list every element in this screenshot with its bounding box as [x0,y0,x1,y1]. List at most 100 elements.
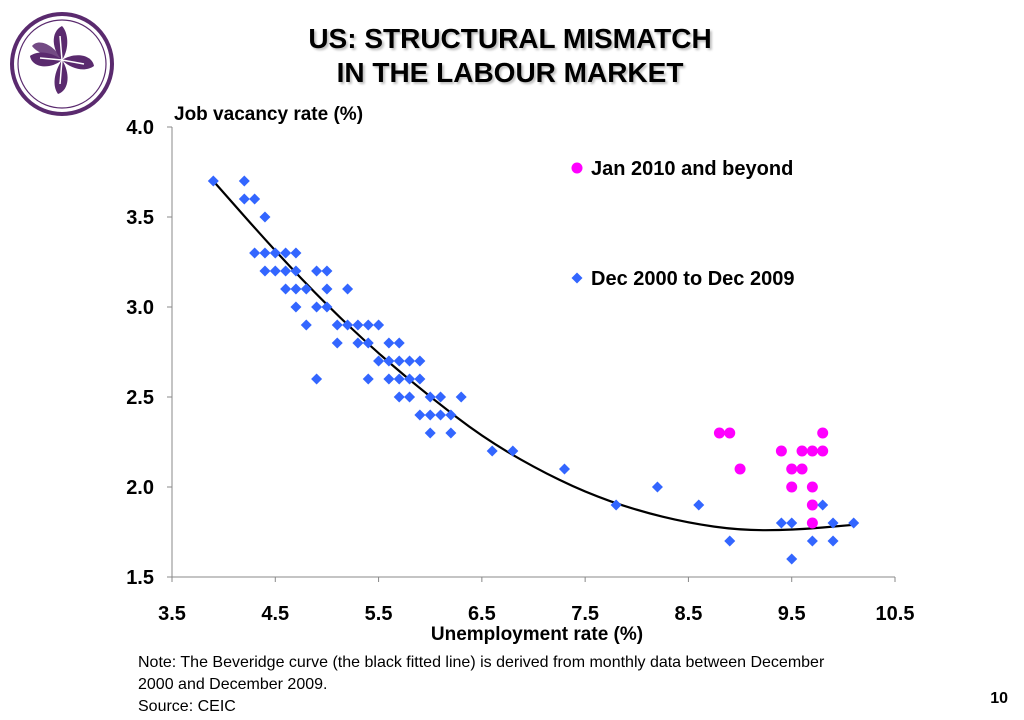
data-point-jan-2010-beyond [817,427,829,439]
data-point-2000-2009 [486,445,498,457]
data-point-2000-2009 [775,517,787,529]
source-line: Source: CEIC [138,698,236,715]
legend-marker-jan-2010-beyond [571,162,583,174]
data-point-2000-2009 [321,301,333,313]
data-point-2000-2009 [445,409,457,421]
data-point-2000-2009 [817,499,829,511]
data-point-2000-2009 [269,265,281,277]
data-point-2000-2009 [290,283,302,295]
page-number: 10 [990,690,1008,707]
data-point-2000-2009 [383,373,395,385]
legend-marker-2000-2009 [571,272,583,284]
x-tick-label: 9.5 [778,603,806,625]
data-point-2000-2009 [848,517,860,529]
x-tick-label: 4.5 [261,603,289,625]
x-tick-label: 10.5 [876,603,915,625]
data-point-2000-2009 [280,283,292,295]
data-point-2000-2009 [207,175,219,187]
data-point-2000-2009 [259,247,271,259]
data-point-jan-2010-beyond [775,445,787,457]
data-point-2000-2009 [404,355,416,367]
data-point-2000-2009 [445,427,457,439]
data-point-2000-2009 [238,193,250,205]
data-point-2000-2009 [414,355,426,367]
y-axis-title: Job vacancy rate (%) [174,104,363,125]
data-point-jan-2010-beyond [734,463,746,475]
y-tick-label: 3.0 [126,297,154,319]
data-point-jan-2010-beyond [796,445,808,457]
y-tick-label: 1.5 [126,567,154,589]
data-point-2000-2009 [290,247,302,259]
data-point-2000-2009 [693,499,705,511]
data-point-2000-2009 [424,427,436,439]
data-point-2000-2009 [352,319,364,331]
data-point-jan-2010-beyond [806,517,818,529]
data-point-2000-2009 [806,535,818,547]
data-point-2000-2009 [373,355,385,367]
data-point-jan-2010-beyond [713,427,725,439]
data-point-2000-2009 [259,211,271,223]
data-point-jan-2010-beyond [796,463,808,475]
data-point-2000-2009 [238,175,250,187]
y-tick-label: 2.0 [126,477,154,499]
data-point-2000-2009 [249,193,261,205]
data-point-2000-2009 [827,517,839,529]
data-point-2000-2009 [507,445,519,457]
data-point-jan-2010-beyond [724,427,736,439]
data-point-2000-2009 [424,409,436,421]
footnote: Note: The Beveridge curve (the black fit… [138,652,958,718]
data-point-jan-2010-beyond [806,499,818,511]
data-point-2000-2009 [259,265,271,277]
x-tick-label: 6.5 [468,603,496,625]
legend-label: Jan 2010 and beyond [591,158,793,180]
data-point-2000-2009 [362,373,374,385]
data-point-2000-2009 [383,355,395,367]
y-tick-label: 3.5 [126,207,154,229]
data-point-2000-2009 [280,265,292,277]
x-axis-title: Unemployment rate (%) [431,624,643,645]
data-point-2000-2009 [651,481,663,493]
note-line-2: 2000 and December 2009. [138,676,328,693]
data-point-2000-2009 [724,535,736,547]
slide-title-line-1: US: STRUCTURAL MISMATCH [308,23,712,54]
data-point-2000-2009 [342,319,354,331]
data-point-2000-2009 [280,247,292,259]
bauhinia-flower-icon [10,12,114,116]
data-point-2000-2009 [455,391,467,403]
data-point-2000-2009 [558,463,570,475]
slide-title: US: STRUCTURAL MISMATCH IN THE LABOUR MA… [160,22,860,90]
data-point-2000-2009 [404,391,416,403]
data-point-jan-2010-beyond [786,481,798,493]
data-point-2000-2009 [342,283,354,295]
data-point-2000-2009 [786,517,798,529]
data-point-2000-2009 [269,247,281,259]
data-point-2000-2009 [311,373,323,385]
data-point-2000-2009 [414,373,426,385]
data-point-2000-2009 [362,337,374,349]
data-point-2000-2009 [290,265,302,277]
beveridge-fitted-curve [212,180,854,532]
data-point-2000-2009 [393,337,405,349]
data-point-jan-2010-beyond [806,445,818,457]
data-point-2000-2009 [311,301,323,313]
data-point-2000-2009 [311,265,323,277]
data-point-2000-2009 [290,301,302,313]
y-tick-label: 4.0 [126,117,154,139]
data-point-2000-2009 [786,553,798,565]
data-point-2000-2009 [393,373,405,385]
data-point-2000-2009 [610,499,622,511]
slide-title-line-2: IN THE LABOUR MARKET [336,57,684,88]
data-point-2000-2009 [435,391,447,403]
y-tick-label: 2.5 [126,387,154,409]
data-point-2000-2009 [300,319,312,331]
data-point-2000-2009 [414,409,426,421]
x-tick-label: 3.5 [158,603,186,625]
data-point-2000-2009 [393,355,405,367]
legend-label: Dec 2000 to Dec 2009 [591,268,794,290]
data-point-2000-2009 [321,265,333,277]
data-point-2000-2009 [827,535,839,547]
x-tick-label: 5.5 [365,603,393,625]
data-point-2000-2009 [404,373,416,385]
data-point-2000-2009 [362,319,374,331]
